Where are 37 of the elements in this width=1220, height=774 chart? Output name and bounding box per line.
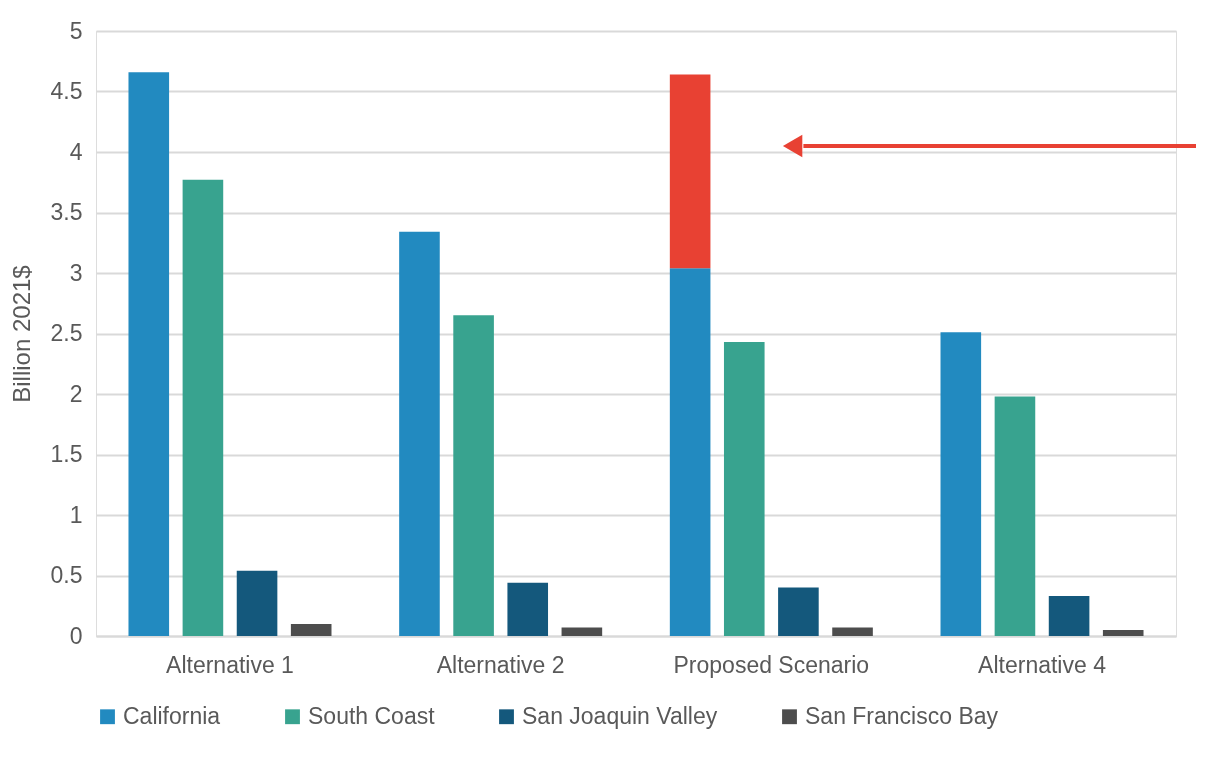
bar (399, 231, 440, 636)
y-tick-label: 3.5 (50, 199, 83, 225)
bar (940, 332, 982, 636)
y-tick-label: 3 (69, 259, 83, 286)
legend-label: South Coast (308, 702, 436, 729)
y-tick-label: 2 (69, 380, 83, 407)
y-tick-label: 5 (69, 17, 83, 44)
y-tick-label: 1 (69, 501, 83, 528)
bar (290, 623, 332, 636)
y-axis-title: Billion 2021$ (7, 265, 35, 403)
x-tick-label: Alternative 1 (166, 651, 294, 678)
bar (723, 341, 765, 636)
bar (669, 74, 711, 269)
y-tick-label: 4.5 (50, 78, 83, 104)
x-tick-label: Alternative 2 (436, 651, 565, 678)
y-tick-label: 0.5 (50, 562, 83, 588)
bar (236, 570, 278, 636)
bar (507, 582, 549, 636)
bar (1102, 629, 1144, 636)
legend-label: California (123, 702, 221, 729)
bar (561, 627, 603, 636)
bar (832, 627, 873, 636)
legend-label: San Joaquin Valley (522, 702, 718, 729)
x-tick-label: Proposed Scenario (673, 651, 870, 678)
y-tick-label: 1.5 (50, 441, 83, 467)
bar (778, 587, 819, 636)
bar (669, 268, 711, 636)
bar (1048, 596, 1090, 636)
bar (128, 72, 170, 636)
bar (453, 315, 494, 636)
y-tick-label: 0 (69, 622, 83, 649)
x-tick-label: Alternative 4 (978, 651, 1107, 678)
legend-label: San Francisco Bay (805, 702, 999, 729)
y-tick-label: 4 (69, 138, 83, 165)
y-tick-label: 2.5 (50, 320, 83, 346)
bar (182, 179, 224, 636)
bar (994, 396, 1036, 636)
